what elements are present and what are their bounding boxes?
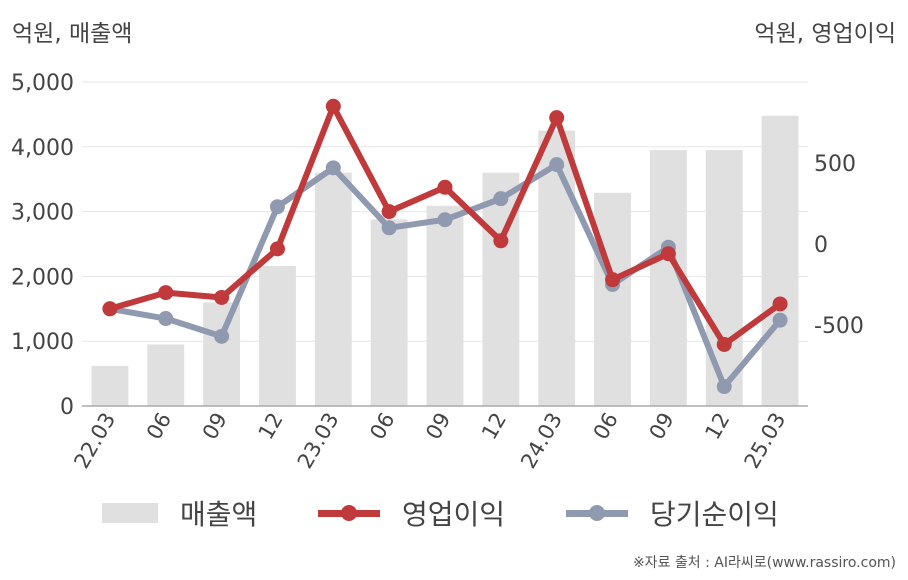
x-tick-label: 22.03	[69, 409, 120, 473]
point-net	[716, 379, 732, 395]
bar-sales	[147, 344, 185, 406]
legend-swatch-net	[566, 503, 628, 523]
point-operating	[772, 296, 788, 312]
bar-sales	[761, 115, 799, 407]
point-net	[549, 157, 565, 173]
point-net	[214, 328, 230, 344]
x-tick-label: 12	[477, 409, 511, 444]
point-net	[158, 311, 174, 327]
left-tick-label: 3,000	[11, 201, 74, 226]
legend-swatch-operating	[318, 503, 380, 523]
point-operating	[660, 246, 676, 262]
right-axis-unit: 억원, 영업이익	[754, 21, 896, 47]
legend-item-net: 당기순이익	[566, 493, 779, 533]
left-tick-label: 2,000	[11, 265, 74, 290]
point-operating	[716, 336, 732, 352]
legend-item-operating: 영업이익	[318, 493, 505, 533]
point-operating	[325, 98, 341, 114]
point-operating	[493, 233, 509, 249]
right-tick-label: 0	[814, 233, 828, 258]
bar-sales	[538, 130, 576, 406]
point-net	[325, 160, 341, 176]
point-net	[437, 212, 453, 228]
legend: 매출액 영업이익 당기순이익	[0, 493, 908, 537]
bar-sales	[370, 219, 408, 406]
left-tick-label: 5,000	[11, 71, 74, 96]
point-operating	[437, 179, 453, 195]
x-tick-label: 12	[700, 409, 734, 444]
x-tick-label: 06	[142, 409, 176, 444]
x-tick-label: 09	[198, 409, 232, 444]
legend-item-sales: 매출액	[102, 493, 257, 533]
bar-sales	[426, 205, 464, 406]
bar-sales	[203, 302, 241, 406]
x-tick-label: 09	[645, 409, 679, 444]
x-tick-label: 09	[421, 409, 455, 444]
right-tick-label: 500	[814, 152, 856, 177]
bar-sales	[259, 266, 296, 406]
left-tick-label: 0	[60, 395, 74, 420]
x-tick-label: 12	[254, 409, 288, 444]
bar-sales	[314, 172, 352, 406]
bar-sales	[91, 365, 129, 406]
point-net	[493, 191, 509, 207]
point-operating	[269, 241, 285, 257]
legend-swatch-sales	[102, 503, 158, 523]
point-operating	[102, 301, 118, 317]
point-operating	[381, 204, 397, 220]
x-tick-label: 06	[365, 409, 399, 444]
point-operating	[214, 289, 230, 305]
point-operating	[549, 110, 565, 126]
x-tick-label: 23.03	[293, 409, 344, 473]
combo-chart: 0 1,000 2,000 3,000 4,000 5,000 -500 0 500 22.03 0…	[11, 71, 864, 473]
x-tick-label: 06	[589, 409, 623, 444]
left-tick-label: 4,000	[11, 136, 74, 161]
point-net	[772, 312, 788, 328]
legend-label-operating: 영업이익	[402, 498, 506, 531]
point-net	[269, 199, 285, 215]
point-operating	[158, 285, 174, 301]
legend-label-net: 당기순이익	[650, 498, 779, 531]
left-tick-label: 1,000	[11, 330, 74, 355]
legend-label-sales: 매출액	[180, 498, 258, 531]
source-credit: ※자료 출처 : AI라씨로(www.rassiro.com)	[632, 555, 896, 571]
x-tick-label: 25.03	[740, 409, 791, 473]
point-net	[381, 220, 397, 236]
point-operating	[605, 272, 621, 288]
bar-sales	[594, 192, 631, 406]
x-tick-label: 24.03	[516, 409, 567, 473]
left-axis-unit: 억원, 매출액	[12, 21, 133, 47]
right-tick-label: -500	[814, 314, 864, 339]
